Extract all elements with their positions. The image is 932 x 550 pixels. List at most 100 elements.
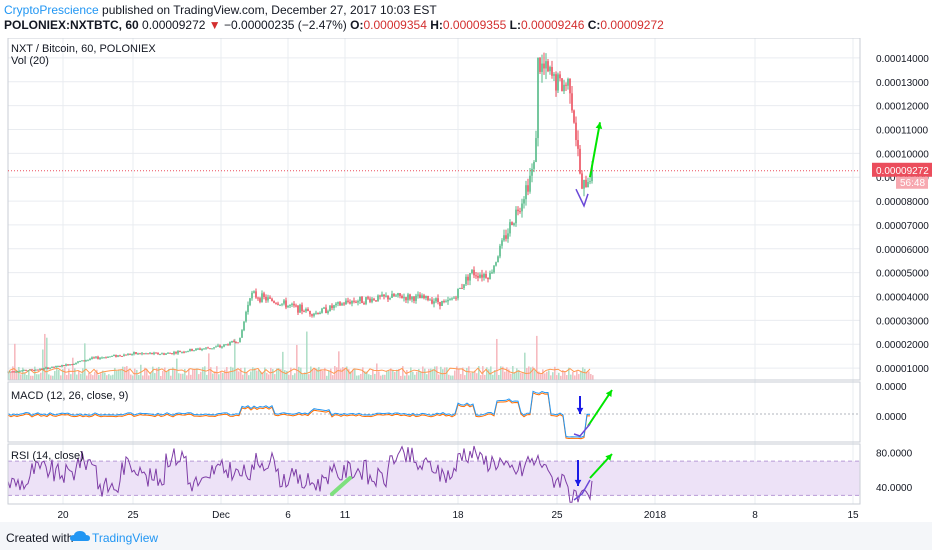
candle-body bbox=[249, 298, 251, 305]
chart-header: CryptoPrescience published on TradingVie… bbox=[0, 0, 932, 38]
candle-body bbox=[291, 303, 293, 305]
candle-body bbox=[555, 74, 557, 91]
volume-bar bbox=[18, 367, 20, 380]
candle-body bbox=[567, 78, 569, 86]
volume-bar bbox=[274, 374, 276, 380]
volume-bar bbox=[126, 366, 128, 380]
candle-body bbox=[123, 354, 125, 357]
author-link[interactable]: CryptoPrescience bbox=[4, 3, 99, 17]
volume-bar bbox=[304, 372, 306, 380]
volume-bar bbox=[312, 369, 314, 380]
candle-body bbox=[425, 296, 427, 299]
macd-pane bbox=[7, 390, 860, 440]
volume-bar bbox=[450, 375, 452, 380]
volume-bar bbox=[428, 368, 430, 380]
candle-body bbox=[309, 310, 311, 315]
candle-body bbox=[329, 305, 331, 312]
rsi-down-arrow-head bbox=[574, 479, 582, 486]
volume-bar bbox=[88, 372, 90, 380]
candle-body bbox=[353, 300, 355, 302]
volume-bar bbox=[146, 369, 148, 380]
volume-bar bbox=[476, 373, 478, 380]
volume-bar bbox=[68, 368, 70, 380]
volume-bar bbox=[438, 374, 440, 380]
candle-body bbox=[473, 269, 475, 276]
candle-body bbox=[495, 262, 497, 266]
volume-bar bbox=[138, 375, 140, 380]
candle-body bbox=[209, 348, 211, 350]
candle-body bbox=[197, 348, 199, 350]
volume-bar bbox=[102, 370, 104, 380]
volume-bar bbox=[272, 369, 274, 380]
candle-body bbox=[583, 179, 585, 189]
volume-bar bbox=[24, 372, 26, 380]
volume-bar bbox=[552, 372, 554, 380]
candle-body bbox=[419, 294, 421, 299]
volume-bar bbox=[276, 368, 278, 380]
rsi-pane bbox=[7, 445, 860, 503]
volume-bar bbox=[332, 375, 334, 380]
chart-canvas[interactable]: 0.00014000 0.00013000 0.00012000 0.00011000… bbox=[0, 38, 932, 522]
candle-body bbox=[517, 209, 519, 212]
volume-bar bbox=[44, 333, 46, 380]
price-up-arrow bbox=[589, 122, 601, 178]
volume-bar bbox=[448, 374, 450, 380]
volume-bar bbox=[524, 352, 526, 380]
candle-body bbox=[311, 314, 313, 316]
candle-body bbox=[387, 295, 389, 300]
volume-bar bbox=[390, 368, 392, 380]
candle-body bbox=[141, 353, 143, 355]
candle-body bbox=[29, 369, 31, 371]
close-value: 0.00009272 bbox=[600, 18, 664, 32]
candle-body bbox=[557, 74, 559, 91]
volume-bar bbox=[154, 373, 156, 380]
volume-bar bbox=[580, 370, 582, 380]
volume-bar bbox=[300, 367, 302, 380]
candle-body bbox=[105, 357, 107, 359]
volume-bar bbox=[8, 372, 10, 380]
macd-low-line bbox=[573, 423, 591, 437]
last-price: 0.00009272 bbox=[142, 18, 206, 32]
candle-body bbox=[161, 353, 163, 355]
volume-bar bbox=[184, 368, 186, 380]
candle-body bbox=[589, 181, 591, 183]
volume-bar bbox=[480, 375, 482, 380]
time-tick-label: 11 bbox=[340, 510, 351, 521]
candle-body bbox=[479, 274, 481, 278]
candle-body bbox=[315, 312, 317, 314]
candle-body bbox=[447, 300, 449, 302]
candle-body bbox=[171, 353, 173, 355]
pane-border bbox=[7, 381, 861, 443]
volume-bar bbox=[246, 372, 248, 380]
volume-bar bbox=[84, 343, 86, 380]
candle-body bbox=[351, 300, 353, 304]
volume-bar bbox=[40, 372, 42, 380]
candle-body bbox=[45, 367, 47, 369]
candle-body bbox=[347, 300, 349, 302]
tradingview-link[interactable]: TradingView bbox=[92, 531, 159, 545]
volume-bar bbox=[474, 370, 476, 380]
volume-bar bbox=[212, 373, 214, 380]
volume-bar bbox=[294, 373, 296, 380]
candle-body bbox=[39, 368, 41, 370]
volume-bar bbox=[232, 367, 234, 380]
volume-bar bbox=[514, 372, 516, 380]
volume-bar bbox=[128, 370, 130, 380]
time-tick-label: 18 bbox=[452, 510, 464, 521]
axes: 0.00014000 0.00013000 0.00012000 0.00011000… bbox=[7, 38, 932, 521]
volume-bars bbox=[7, 331, 594, 380]
volume-bar bbox=[170, 375, 172, 380]
volume-bar bbox=[46, 337, 48, 380]
candle-body bbox=[519, 211, 521, 213]
volume-bar bbox=[118, 369, 120, 380]
candle-body bbox=[145, 353, 147, 355]
candle-body bbox=[163, 353, 165, 355]
volume-bar bbox=[540, 374, 542, 380]
candle-body bbox=[559, 74, 561, 79]
candle-body bbox=[113, 354, 115, 356]
candle-body bbox=[247, 304, 249, 312]
candle-body bbox=[179, 351, 181, 353]
volume-bar bbox=[554, 366, 556, 380]
candle-body bbox=[213, 347, 215, 349]
candle-body bbox=[193, 350, 195, 352]
